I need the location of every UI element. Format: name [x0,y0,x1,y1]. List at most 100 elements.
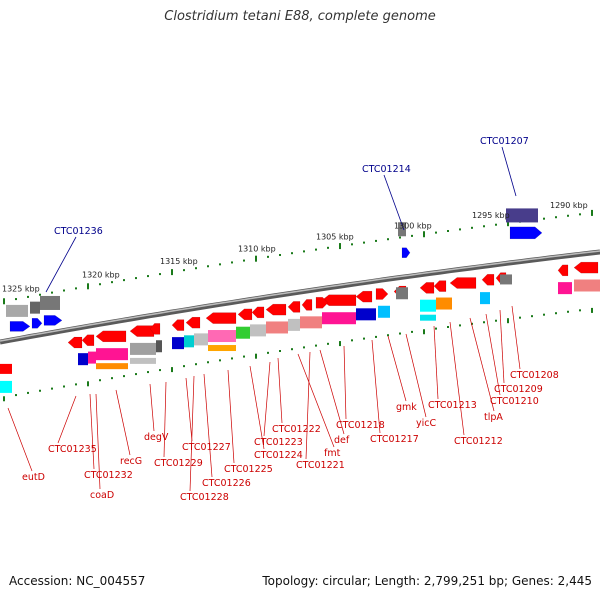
gene-label: degV [144,432,169,443]
outer-tick [15,298,17,301]
feature-box [398,222,406,237]
inner-tick [147,371,149,374]
inner-tick [447,325,449,328]
map-title: Clostridium tetani E88, complete genome [164,9,436,24]
gene-leader [185,377,193,442]
gene-label: CTC01213 [428,400,477,411]
outer-tick [279,254,281,257]
inner-tick [39,389,41,392]
gene-arrow [43,315,63,326]
highlight-leader [383,174,405,231]
outer-tick [159,273,161,276]
kbp-label: 1300 kbp [394,221,432,230]
outer-tick [567,214,569,217]
backbone-highlight [0,250,600,342]
feature-box [356,308,376,321]
gene-arrow [251,306,265,319]
feature-box [208,330,236,343]
inner-tick [363,337,365,340]
gene-arrow [185,316,201,329]
inner-tick [555,312,557,315]
gene-arrow [301,299,313,311]
inner-tick [171,367,173,373]
outer-tick [435,231,437,234]
inner-tick [207,361,209,364]
accession-text: Accession: NC_004557 [9,574,146,588]
inner-tick [27,391,29,394]
inner-tick [3,396,5,402]
inner-tick [399,332,401,335]
gene-leader [485,313,501,396]
gene-leader [433,325,439,400]
gene-label: CTC01227 [182,442,231,453]
gene-label: fmt [324,448,341,459]
inner-tick [111,377,113,380]
inner-tick [243,355,245,358]
outer-tick [207,265,209,268]
gene-labels: CTC01236 CTC01214 CTC01207 eutD CTC01235 CTC0… [22,136,559,503]
outer-tick [267,255,269,258]
highlight-leader [501,146,517,197]
gene-label: def [334,435,350,446]
inner-tick [15,394,17,397]
gene-arrow [9,321,31,332]
inner-tick [159,369,161,372]
outer-tick [171,269,173,276]
gene-arrow [315,296,329,309]
gene-leader [277,357,283,424]
gene-arrow [481,273,495,286]
genome-backbone [0,249,600,345]
feature-box [96,363,128,370]
gene-leader [469,317,495,412]
inner-tick [351,339,353,342]
outer-tick [147,275,149,278]
outer-tick [303,250,305,253]
feature-box [6,304,28,317]
feature-box [420,299,436,312]
gene-arrow [375,288,389,300]
inner-tick [519,316,521,319]
feature-box [420,314,436,321]
outer-tick [459,228,461,231]
gene-leader [511,305,521,370]
outer-tick [555,216,557,219]
gene-arrow [171,319,185,331]
feature-box [172,337,184,350]
gene-arrow [287,301,301,313]
inner-tick [267,351,269,354]
gene-leader [449,321,465,436]
gene-label: tlpA [484,412,503,423]
feature-box [396,287,408,300]
feature-box [156,340,162,353]
gene-arrow [149,323,161,335]
gene-arrow [31,318,43,329]
inner-tick [483,321,485,324]
feature-box [378,305,390,318]
feature-box [266,321,288,334]
feature-box [250,324,266,337]
gene-leader [405,333,427,418]
gene-leader [115,389,131,456]
gene-arrow [95,330,127,343]
topology-text: Topology: circular; Length: 2,799,251 bp… [262,574,592,588]
gene-arrow [81,334,95,347]
inner-tick [591,307,593,313]
gene-arrow [321,294,357,306]
gene-leader [227,369,235,464]
gene-leader [57,395,77,444]
kbp-label: 1315 kbp [160,257,198,266]
outer-tick [423,231,425,238]
gene-arrow [433,280,447,292]
outer-tick [123,279,125,282]
outer-tick [243,259,245,262]
gene-arrow [355,290,373,303]
inner-tick [63,385,65,388]
inner-tick [291,348,293,351]
outer-tick [399,236,401,239]
outer-tick [111,281,113,284]
feature-box [480,292,490,305]
gene-arrow [205,312,237,324]
inner-tick [303,346,305,349]
inner-tick-track [3,307,593,402]
